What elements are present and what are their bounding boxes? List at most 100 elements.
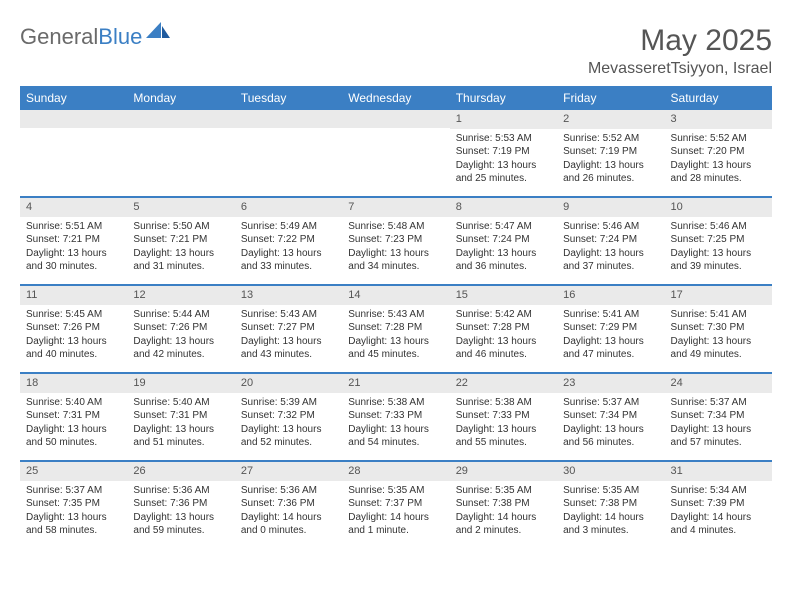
daylight-text: Daylight: 13 hours and 54 minutes. [348,423,443,450]
day-cell: 22Sunrise: 5:38 AMSunset: 7:33 PMDayligh… [450,374,557,460]
day-cell: 17Sunrise: 5:41 AMSunset: 7:30 PMDayligh… [665,286,772,372]
day-number: 17 [665,286,772,305]
sunset-text: Sunset: 7:31 PM [133,409,228,423]
daylight-text: Daylight: 13 hours and 34 minutes. [348,247,443,274]
sunrise-text: Sunrise: 5:35 AM [563,484,658,498]
sunrise-text: Sunrise: 5:47 AM [456,220,551,234]
day-body: Sunrise: 5:36 AMSunset: 7:36 PMDaylight:… [235,481,342,544]
logo-text-blue: Blue [98,24,142,49]
day-cell: 25Sunrise: 5:37 AMSunset: 7:35 PMDayligh… [20,462,127,548]
sunrise-text: Sunrise: 5:39 AM [241,396,336,410]
sunrise-text: Sunrise: 5:38 AM [348,396,443,410]
day-number: 25 [20,462,127,481]
sunset-text: Sunset: 7:28 PM [348,321,443,335]
sunset-text: Sunset: 7:33 PM [456,409,551,423]
sunset-text: Sunset: 7:24 PM [563,233,658,247]
day-body: Sunrise: 5:43 AMSunset: 7:28 PMDaylight:… [342,305,449,368]
sunset-text: Sunset: 7:26 PM [133,321,228,335]
day-number: 12 [127,286,234,305]
sunset-text: Sunset: 7:33 PM [348,409,443,423]
sail-icon [146,22,172,40]
day-number: 1 [450,110,557,129]
weekday-header: Tuesday [235,86,342,110]
day-cell: 11Sunrise: 5:45 AMSunset: 7:26 PMDayligh… [20,286,127,372]
day-body: Sunrise: 5:41 AMSunset: 7:30 PMDaylight:… [665,305,772,368]
sunrise-text: Sunrise: 5:41 AM [671,308,766,322]
day-number: 31 [665,462,772,481]
sunset-text: Sunset: 7:38 PM [563,497,658,511]
day-cell: 23Sunrise: 5:37 AMSunset: 7:34 PMDayligh… [557,374,664,460]
week-row: 1Sunrise: 5:53 AMSunset: 7:19 PMDaylight… [20,110,772,198]
sunset-text: Sunset: 7:35 PM [26,497,121,511]
sunset-text: Sunset: 7:24 PM [456,233,551,247]
day-body: Sunrise: 5:37 AMSunset: 7:35 PMDaylight:… [20,481,127,544]
logo-text-gray: General [20,24,98,49]
day-number: 10 [665,198,772,217]
day-cell: 28Sunrise: 5:35 AMSunset: 7:37 PMDayligh… [342,462,449,548]
weeks-container: 1Sunrise: 5:53 AMSunset: 7:19 PMDaylight… [20,110,772,548]
day-body: Sunrise: 5:40 AMSunset: 7:31 PMDaylight:… [20,393,127,456]
daylight-text: Daylight: 13 hours and 30 minutes. [26,247,121,274]
sunset-text: Sunset: 7:36 PM [241,497,336,511]
day-cell: 9Sunrise: 5:46 AMSunset: 7:24 PMDaylight… [557,198,664,284]
day-number: 16 [557,286,664,305]
day-number: 29 [450,462,557,481]
daylight-text: Daylight: 13 hours and 46 minutes. [456,335,551,362]
sunset-text: Sunset: 7:31 PM [26,409,121,423]
sunset-text: Sunset: 7:39 PM [671,497,766,511]
day-body: Sunrise: 5:53 AMSunset: 7:19 PMDaylight:… [450,129,557,192]
day-number [127,110,234,128]
day-body: Sunrise: 5:40 AMSunset: 7:31 PMDaylight:… [127,393,234,456]
daylight-text: Daylight: 13 hours and 37 minutes. [563,247,658,274]
daylight-text: Daylight: 13 hours and 39 minutes. [671,247,766,274]
sunrise-text: Sunrise: 5:37 AM [563,396,658,410]
day-number: 9 [557,198,664,217]
day-body: Sunrise: 5:52 AMSunset: 7:20 PMDaylight:… [665,129,772,192]
day-body: Sunrise: 5:41 AMSunset: 7:29 PMDaylight:… [557,305,664,368]
daylight-text: Daylight: 14 hours and 0 minutes. [241,511,336,538]
sunset-text: Sunset: 7:38 PM [456,497,551,511]
daylight-text: Daylight: 13 hours and 33 minutes. [241,247,336,274]
sunset-text: Sunset: 7:28 PM [456,321,551,335]
week-row: 25Sunrise: 5:37 AMSunset: 7:35 PMDayligh… [20,462,772,548]
sunrise-text: Sunrise: 5:35 AM [456,484,551,498]
day-body: Sunrise: 5:44 AMSunset: 7:26 PMDaylight:… [127,305,234,368]
day-body: Sunrise: 5:47 AMSunset: 7:24 PMDaylight:… [450,217,557,280]
day-number: 5 [127,198,234,217]
sunset-text: Sunset: 7:19 PM [563,145,658,159]
sunrise-text: Sunrise: 5:42 AM [456,308,551,322]
weekday-header-row: SundayMondayTuesdayWednesdayThursdayFrid… [20,86,772,110]
title-block: May 2025 MevasseretTsiyyon, Israel [588,24,772,78]
sunrise-text: Sunrise: 5:37 AM [26,484,121,498]
sunset-text: Sunset: 7:22 PM [241,233,336,247]
sunset-text: Sunset: 7:20 PM [671,145,766,159]
day-body: Sunrise: 5:51 AMSunset: 7:21 PMDaylight:… [20,217,127,280]
sunset-text: Sunset: 7:30 PM [671,321,766,335]
weekday-header: Thursday [450,86,557,110]
day-body: Sunrise: 5:36 AMSunset: 7:36 PMDaylight:… [127,481,234,544]
day-cell: 26Sunrise: 5:36 AMSunset: 7:36 PMDayligh… [127,462,234,548]
day-cell: 13Sunrise: 5:43 AMSunset: 7:27 PMDayligh… [235,286,342,372]
day-number: 15 [450,286,557,305]
day-body: Sunrise: 5:37 AMSunset: 7:34 PMDaylight:… [557,393,664,456]
day-cell: 31Sunrise: 5:34 AMSunset: 7:39 PMDayligh… [665,462,772,548]
sunrise-text: Sunrise: 5:46 AM [671,220,766,234]
day-body: Sunrise: 5:46 AMSunset: 7:25 PMDaylight:… [665,217,772,280]
day-cell: 18Sunrise: 5:40 AMSunset: 7:31 PMDayligh… [20,374,127,460]
header: GeneralBlue May 2025 MevasseretTsiyyon, … [20,24,772,78]
weekday-header: Wednesday [342,86,449,110]
day-cell [342,110,449,196]
day-body: Sunrise: 5:35 AMSunset: 7:37 PMDaylight:… [342,481,449,544]
daylight-text: Daylight: 13 hours and 56 minutes. [563,423,658,450]
sunrise-text: Sunrise: 5:38 AM [456,396,551,410]
day-cell: 3Sunrise: 5:52 AMSunset: 7:20 PMDaylight… [665,110,772,196]
month-title: May 2025 [588,24,772,58]
sunrise-text: Sunrise: 5:36 AM [133,484,228,498]
weekday-header: Saturday [665,86,772,110]
sunrise-text: Sunrise: 5:41 AM [563,308,658,322]
weekday-header: Monday [127,86,234,110]
day-cell: 7Sunrise: 5:48 AMSunset: 7:23 PMDaylight… [342,198,449,284]
sunset-text: Sunset: 7:26 PM [26,321,121,335]
sunrise-text: Sunrise: 5:44 AM [133,308,228,322]
sunset-text: Sunset: 7:27 PM [241,321,336,335]
